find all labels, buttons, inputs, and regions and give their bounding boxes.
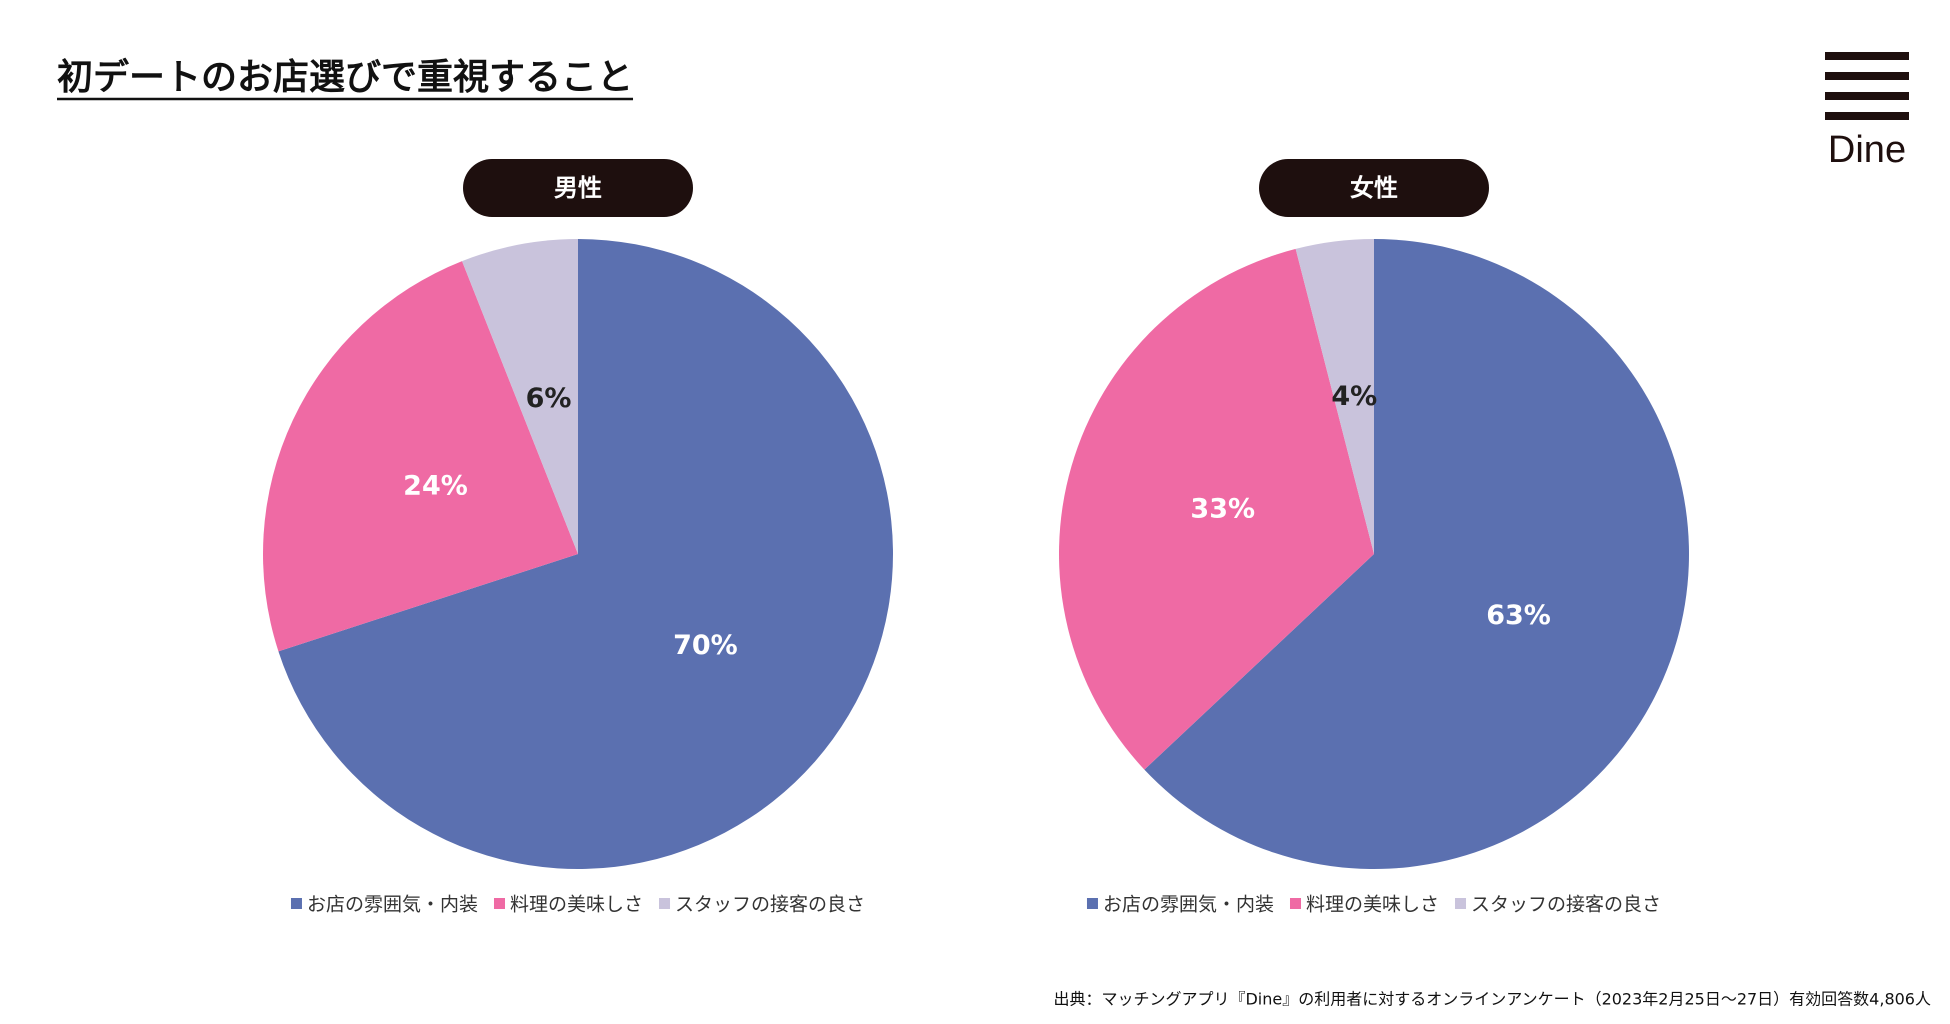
chart-title-pill <box>463 159 693 217</box>
logo-bar <box>1825 92 1909 100</box>
logo-bar <box>1825 112 1909 120</box>
legend-label: 料理の美味しさ <box>1306 894 1439 916</box>
data-label: 63% <box>1486 600 1551 631</box>
logo-bar <box>1825 72 1909 80</box>
page-title: 初デートのお店選びで重視すること <box>57 56 633 98</box>
data-label: 33% <box>1190 494 1255 525</box>
source-note: 出典：マッチングアプリ『Dine』の利用者に対するオンラインアンケート（2023… <box>1053 990 1931 1009</box>
data-label: 70% <box>673 630 738 661</box>
legend-swatch <box>1289 898 1301 909</box>
chart-title: 女性 <box>1350 174 1398 202</box>
logo-bar <box>1825 52 1909 60</box>
legend-swatch <box>290 898 302 909</box>
legend-label: お店の雰囲気・内装 <box>307 894 478 916</box>
pie-slice <box>1058 248 1374 770</box>
pie-slice <box>263 261 578 652</box>
logo: Dine <box>1825 52 1909 171</box>
legend-swatch <box>493 898 505 909</box>
legend: お店の雰囲気・内装 料理の美味しさ スタッフの接客の良さ <box>1086 894 1661 916</box>
chart-title-pill <box>1259 159 1489 217</box>
legend-swatch <box>1086 898 1098 909</box>
data-label: 4% <box>1331 381 1377 412</box>
legend-label: スタッフの接客の良さ <box>1471 894 1661 916</box>
legend-label: 料理の美味しさ <box>510 894 643 916</box>
pie-slice <box>278 239 893 869</box>
legend: お店の雰囲気・内装 料理の美味しさ スタッフの接客の良さ <box>290 894 865 916</box>
logo-text: Dine <box>1828 129 1906 171</box>
pie-slice <box>1295 239 1374 554</box>
chart-title: 男性 <box>554 174 602 202</box>
data-label: 6% <box>526 383 572 414</box>
legend-swatch <box>1455 898 1467 909</box>
legend-swatch <box>659 898 671 909</box>
pie-slice <box>462 239 578 554</box>
pie-slice <box>1144 239 1689 869</box>
legend-label: お店の雰囲気・内装 <box>1103 894 1274 916</box>
data-label: 24% <box>403 470 468 501</box>
legend-label: スタッフの接客の良さ <box>675 894 865 916</box>
